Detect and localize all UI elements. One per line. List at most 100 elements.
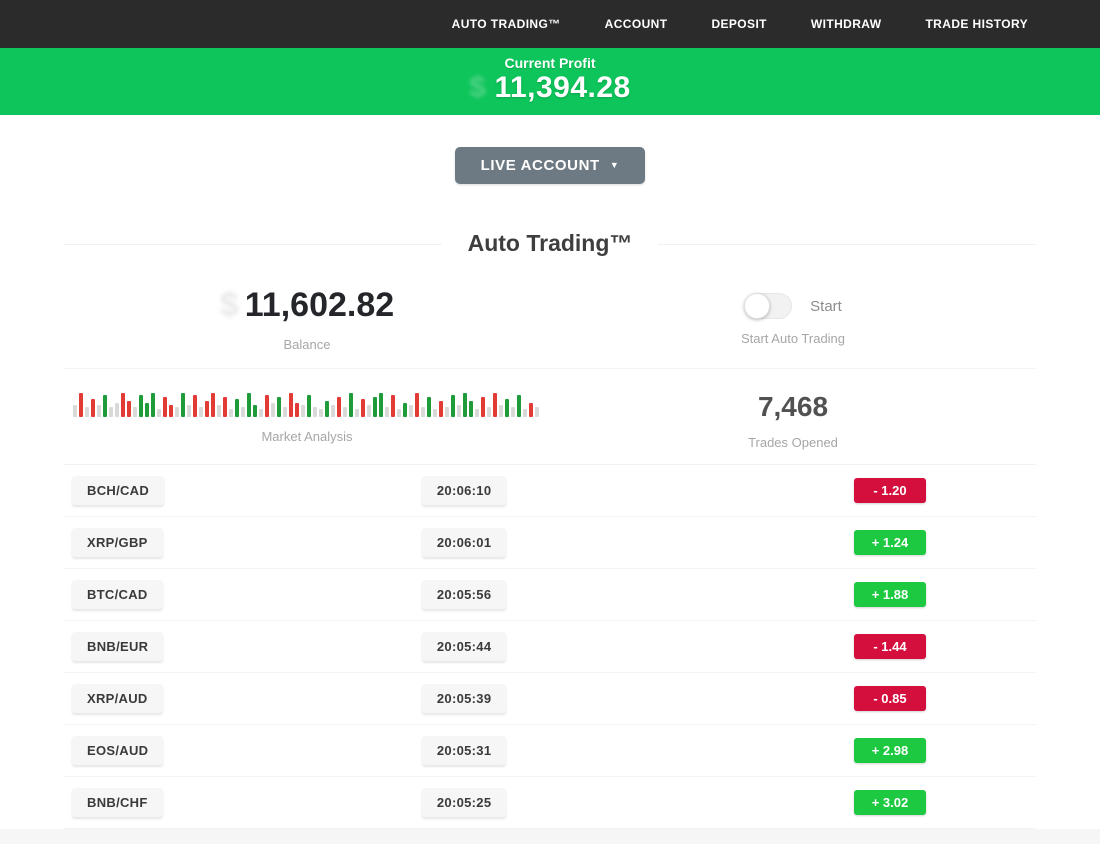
- market-bar: [535, 407, 539, 417]
- market-bar: [103, 395, 107, 417]
- trade-pair-pill: BTC/CAD: [72, 580, 163, 609]
- market-bar: [97, 405, 101, 417]
- trade-time-pill: 20:05:25: [421, 788, 507, 817]
- profit-banner: Current Profit $11,394.28: [0, 48, 1100, 115]
- market-bar: [217, 405, 221, 417]
- market-bar: [355, 409, 359, 417]
- market-bar: [463, 393, 467, 417]
- auto-trading-toggle-block: Start Start Auto Trading: [550, 285, 1036, 352]
- market-bar: [523, 409, 527, 417]
- market-bar: [421, 407, 425, 417]
- trade-change-badge: + 3.02: [853, 790, 926, 815]
- market-analysis-label: Market Analysis: [261, 429, 353, 444]
- trade-pair-pill: BCH/CAD: [72, 476, 165, 505]
- market-bar: [223, 397, 227, 417]
- market-bar: [367, 405, 371, 417]
- trade-time-pill: 20:06:10: [421, 476, 507, 505]
- market-bar: [265, 395, 269, 417]
- market-bar: [187, 405, 191, 417]
- market-bar: [115, 403, 119, 417]
- market-bar: [133, 407, 137, 417]
- market-bar: [427, 397, 431, 417]
- trade-row: XRP/AUD 20:05:39 - 0.85: [64, 673, 1036, 725]
- market-bar: [325, 401, 329, 417]
- trade-change-badge: + 1.88: [853, 582, 926, 607]
- market-bar: [415, 393, 419, 417]
- market-bar: [313, 407, 317, 417]
- trade-time-pill: 20:05:39: [421, 684, 507, 713]
- trade-pair-pill: XRP/GBP: [72, 528, 163, 557]
- trade-pair-pill: XRP/AUD: [72, 684, 163, 713]
- market-bar: [193, 395, 197, 417]
- market-bar: [253, 405, 257, 417]
- market-bar: [91, 399, 95, 417]
- market-bar: [445, 407, 449, 417]
- market-bar: [247, 393, 251, 417]
- market-bar: [127, 401, 131, 417]
- market-bar: [529, 403, 533, 417]
- market-bar: [505, 399, 509, 417]
- market-bar: [277, 397, 281, 417]
- market-bar: [361, 399, 365, 417]
- nav-item-trade-history[interactable]: TRADE HISTORY: [925, 17, 1028, 31]
- trade-time-pill: 20:05:31: [421, 736, 507, 765]
- page-title: Auto Trading™: [441, 230, 659, 257]
- market-bar: [337, 397, 341, 417]
- market-bar: [343, 407, 347, 417]
- balance-label: Balance: [283, 337, 331, 352]
- profit-value: 11,394.28: [494, 71, 631, 104]
- market-bar: [151, 393, 155, 417]
- market-bar: [331, 405, 335, 417]
- start-auto-trading-label: Start Auto Trading: [740, 331, 846, 346]
- market-bar: [145, 403, 149, 417]
- trade-row: BNB/CHF 20:05:25 + 3.02: [64, 777, 1036, 829]
- trade-change-badge: + 1.24: [853, 530, 926, 555]
- market-bar: [433, 409, 437, 417]
- profit-banner-label: Current Profit: [504, 55, 596, 71]
- nav-item-deposit[interactable]: DEPOSIT: [711, 17, 767, 31]
- start-auto-trading-toggle[interactable]: [744, 293, 793, 319]
- trade-pair-pill: BNB/CHF: [72, 788, 163, 817]
- market-bar: [469, 401, 473, 417]
- trade-pair-pill: BNB/EUR: [72, 632, 164, 661]
- trade-time-pill: 20:06:01: [421, 528, 507, 557]
- market-bar: [289, 393, 293, 417]
- market-bar: [271, 403, 275, 417]
- market-bar: [397, 409, 401, 417]
- market-bar: [229, 409, 233, 417]
- market-bar: [199, 407, 203, 417]
- market-bar: [301, 405, 305, 417]
- market-bar: [307, 395, 311, 417]
- live-account-dropdown-button[interactable]: LIVE ACCOUNT ▼: [454, 147, 646, 184]
- live-account-label: LIVE ACCOUNT: [480, 157, 600, 174]
- market-bar: [73, 405, 77, 417]
- top-navbar: AUTO TRADING™ ACCOUNT DEPOSIT WITHDRAW T…: [0, 0, 1100, 48]
- market-bar: [451, 395, 455, 417]
- market-bar: [175, 407, 179, 417]
- toggle-knob: [744, 293, 771, 319]
- balance-value: 11,602.82: [244, 286, 395, 324]
- market-bar: [205, 401, 209, 417]
- trades-opened-block: 7,468 Trades Opened: [550, 389, 1036, 450]
- nav-item-account[interactable]: ACCOUNT: [604, 17, 668, 31]
- nav-item-auto-trading[interactable]: AUTO TRADING™: [451, 17, 561, 31]
- market-bar: [241, 407, 245, 417]
- currency-ghost-icon: $: [469, 71, 487, 104]
- market-bar: [439, 401, 443, 417]
- market-bar: [511, 407, 515, 417]
- market-bar: [139, 395, 143, 417]
- market-bar: [319, 409, 323, 417]
- balance-block: $11,602.82 Balance: [64, 285, 550, 352]
- market-bar: [499, 405, 503, 417]
- trade-time-pill: 20:05:56: [421, 580, 507, 609]
- market-bar: [481, 397, 485, 417]
- market-bar: [391, 395, 395, 417]
- market-bar: [475, 409, 479, 417]
- chevron-down-icon: ▼: [609, 160, 620, 170]
- market-bar: [163, 397, 167, 417]
- market-bar: [121, 393, 125, 417]
- market-analysis-block: Market Analysis: [64, 389, 550, 450]
- nav-item-withdraw[interactable]: WITHDRAW: [810, 17, 882, 31]
- market-bar: [493, 393, 497, 417]
- trades-opened-label: Trades Opened: [748, 435, 838, 450]
